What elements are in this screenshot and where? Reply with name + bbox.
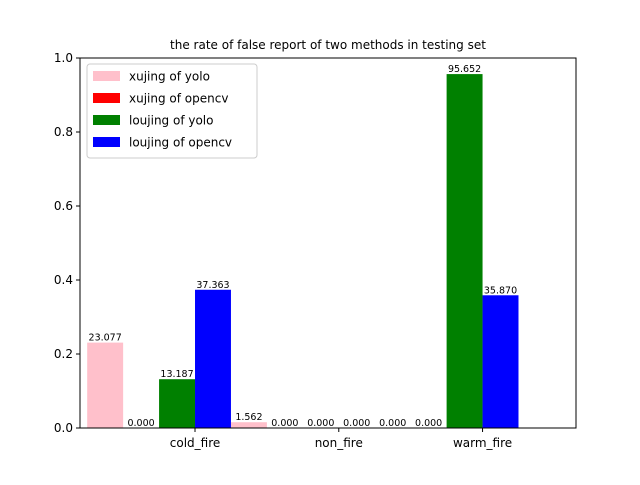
legend-swatch	[93, 137, 120, 147]
bar-value-label: 35.870	[484, 285, 517, 296]
bar-value-label: 0.000	[379, 418, 406, 429]
x-tick-label: cold_fire	[170, 436, 221, 450]
y-tick-label: 0.4	[54, 273, 73, 287]
bar-value-label: 95.652	[448, 64, 481, 75]
legend-entry-label: xujing of yolo	[129, 70, 210, 84]
y-axis: 0.0 0.2 0.4 0.6 0.8 1.0	[54, 51, 80, 435]
bar-non_fire-series-0	[230, 422, 267, 428]
bar-value-label: 0.000	[415, 418, 442, 429]
bar-cold_fire-series-3	[195, 289, 231, 428]
bar-value-label: 23.077	[89, 333, 122, 344]
bar-value-label: 0.000	[307, 418, 334, 429]
bar-warm_fire-series-3	[482, 295, 519, 428]
legend-entry-label: loujing of yolo	[129, 114, 214, 128]
legend-swatch	[93, 115, 120, 125]
y-tick-label: 0.6	[54, 199, 73, 213]
x-axis: cold_fire non_fire warm_fire	[170, 428, 512, 450]
bars-group	[87, 74, 519, 429]
bar-value-label: 13.187	[160, 369, 193, 380]
bar-value-label: 1.562	[235, 412, 262, 423]
bar-value-label: 0.000	[343, 418, 370, 429]
bar-cold_fire-series-0	[87, 342, 124, 428]
chart-title: the rate of false report of two methods …	[170, 38, 486, 52]
x-tick-label: non_fire	[315, 436, 363, 450]
y-tick-label: 0.2	[54, 347, 73, 361]
y-tick-label: 0.0	[54, 421, 73, 435]
bar-value-label: 37.363	[196, 280, 229, 291]
bar-cold_fire-series-2	[159, 379, 196, 428]
legend: xujing of yolo xujing of opencv loujing of…	[86, 63, 258, 159]
y-tick-label: 0.8	[54, 125, 73, 139]
x-tick-label: warm_fire	[453, 436, 512, 450]
legend-swatch	[93, 93, 120, 103]
legend-box	[86, 63, 258, 159]
bar-value-label: 0.000	[127, 418, 154, 429]
axes-frame	[79, 57, 577, 429]
bar-value-label: 0.000	[271, 418, 298, 429]
bar-labels-group: 23.077 1.562 0.000 0.000 0.000 0.000 13.187 0.0…	[89, 64, 518, 429]
legend-entry-label: xujing of opencv	[129, 92, 228, 106]
y-tick-label: 1.0	[54, 51, 73, 65]
legend-swatch	[93, 71, 120, 81]
legend-entry-label: loujing of opencv	[129, 136, 232, 150]
bar-warm_fire-series-2	[446, 74, 483, 429]
